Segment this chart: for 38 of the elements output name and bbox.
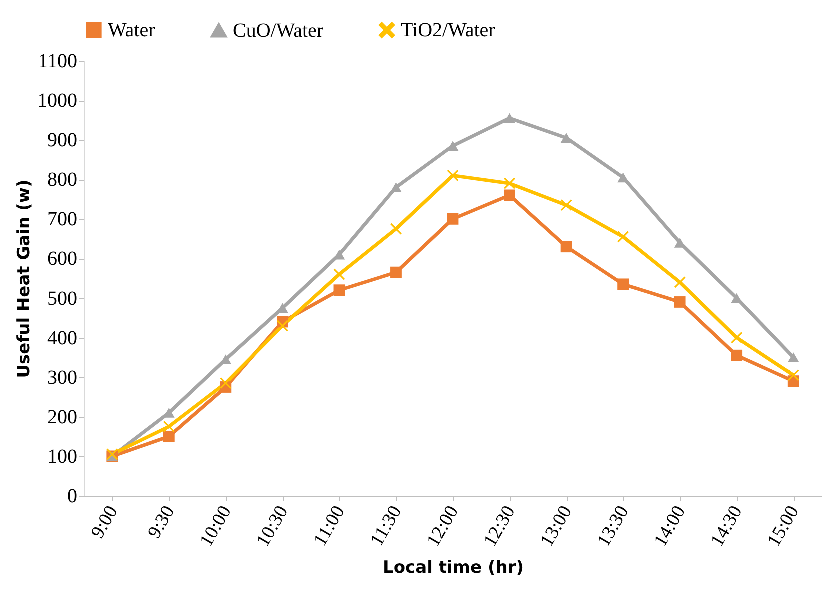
y-tick-label: 100 [48,446,78,468]
legend-label: CuO/Water [233,20,324,42]
y-tick-label: 600 [48,248,78,270]
point [731,332,743,344]
x-axis-title: Local time (hr) [383,558,524,578]
point [560,200,572,212]
point [560,241,572,253]
point [504,113,516,124]
point [788,370,800,382]
point [390,182,402,192]
point [504,190,516,202]
point [163,430,175,442]
point [334,284,346,296]
y-tick-label: 300 [48,366,78,389]
legend-label: TiO2/Water [401,19,496,42]
point [618,172,630,183]
y-tick-label: 1100 [38,50,78,72]
point [674,276,686,288]
point [390,266,402,278]
y-tick-label: 500 [48,288,78,310]
legend-label: Water [108,19,156,42]
y-tick-label: 1000 [38,90,78,112]
point [731,350,743,362]
y-tick-label: 800 [48,169,78,192]
point [788,352,800,363]
y-tick-label: 900 [48,130,78,152]
point [163,421,175,432]
point [276,320,288,332]
point [674,296,686,308]
point [447,213,459,225]
point [220,378,232,389]
y-tick-label: 400 [48,327,78,350]
y-axis-title: Useful Heat Gain (w) [14,180,34,378]
y-tick-label: 200 [48,406,78,428]
point [618,278,630,290]
y-tick-label: 0 [68,486,78,508]
y-tick-label: 700 [48,208,78,231]
point [334,268,346,280]
